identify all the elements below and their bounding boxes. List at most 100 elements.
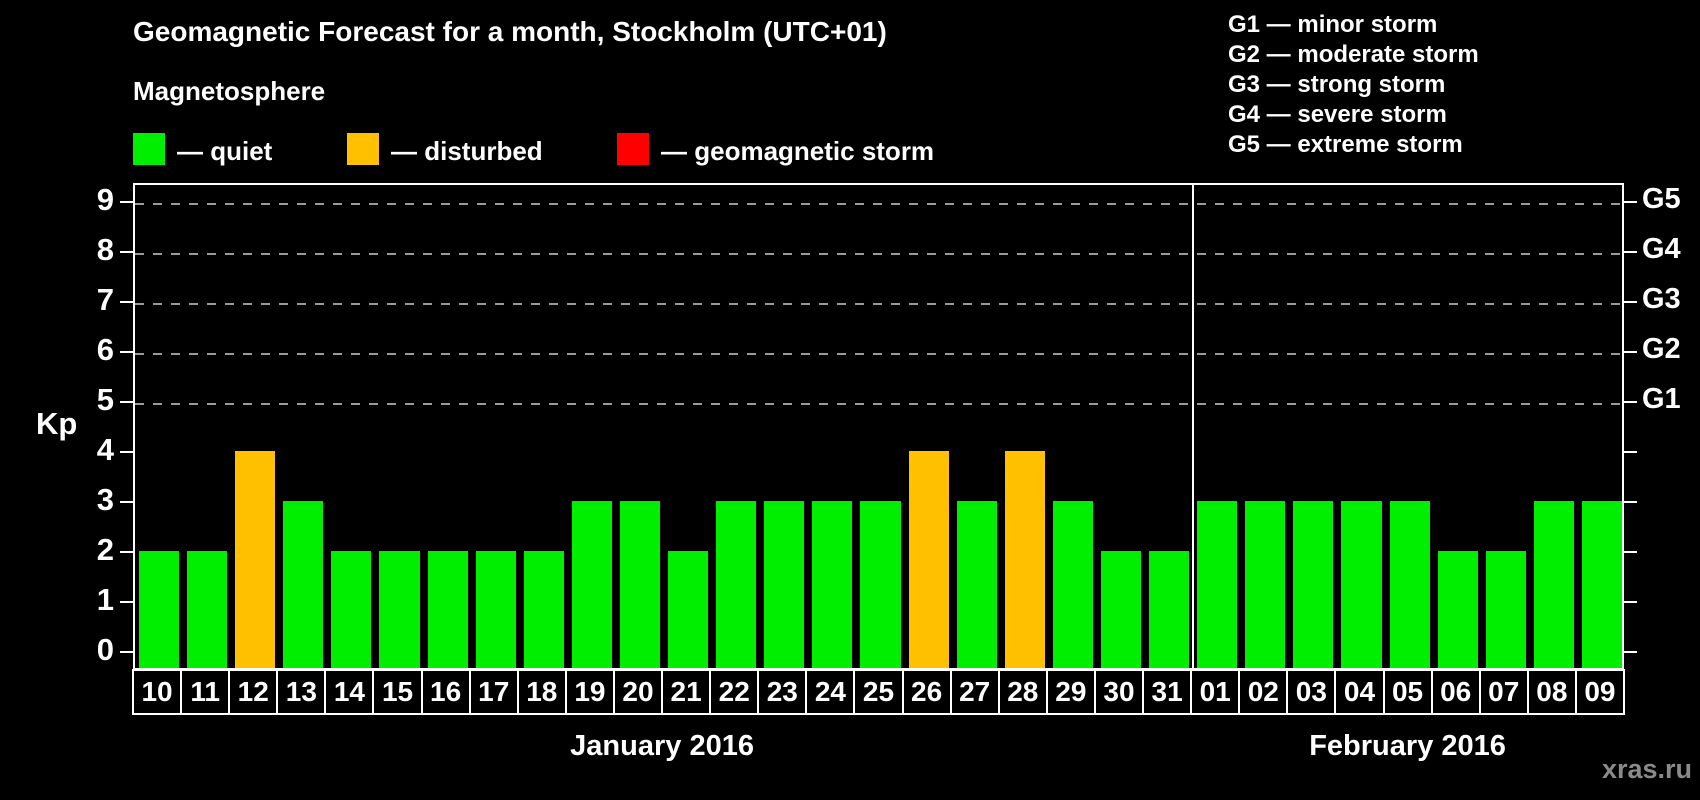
right-axis-tick-4: [1624, 451, 1637, 453]
kp-bar-jan-15: [379, 551, 420, 668]
y-axis-tick-7: [120, 301, 133, 303]
day-label-jan-31: 31: [1142, 669, 1193, 715]
kp-bar-jan-11: [187, 551, 228, 668]
g-legend-line-5: G5 — extreme storm: [1228, 131, 1463, 158]
kp-bar-jan-12: [235, 451, 276, 668]
kp-bar-jan-31: [1149, 551, 1190, 668]
plot-area: [133, 183, 1624, 670]
kp-bar-feb-03: [1293, 501, 1334, 668]
kp-bar-jan-22: [716, 501, 757, 668]
day-label-feb-09: 09: [1574, 669, 1625, 715]
g-legend-line-4: G4 — severe storm: [1228, 101, 1447, 128]
gridline-kp9: [135, 203, 1622, 205]
day-label-jan-29: 29: [1045, 669, 1096, 715]
right-axis-tick-6: [1624, 351, 1637, 353]
kp-bar-jan-10: [139, 551, 180, 668]
kp-bar-jan-25: [860, 501, 901, 668]
kp-bar-feb-09: [1581, 501, 1622, 668]
y-axis-tick-8: [120, 251, 133, 253]
day-label-feb-06: 06: [1430, 669, 1481, 715]
day-label-feb-07: 07: [1478, 669, 1529, 715]
kp-bar-feb-06: [1437, 551, 1478, 668]
disturbed-color-swatch: [347, 133, 379, 165]
magnetosphere-heading: Magnetosphere: [133, 76, 326, 106]
g-level-label-g1: G1: [1642, 383, 1681, 415]
kp-bar-feb-04: [1341, 501, 1382, 668]
day-label-jan-10: 10: [132, 669, 183, 715]
g-level-label-g5: G5: [1642, 183, 1681, 215]
kp-bar-jan-23: [764, 501, 805, 668]
kp-bar-feb-05: [1389, 501, 1430, 668]
right-axis-tick-8: [1624, 251, 1637, 253]
kp-bar-jan-18: [523, 551, 564, 668]
kp-bar-jan-29: [1052, 501, 1093, 668]
g-level-label-g2: G2: [1642, 333, 1681, 365]
day-label-jan-20: 20: [612, 669, 664, 715]
day-label-jan-19: 19: [564, 669, 615, 715]
y-axis-tick-3: [120, 501, 133, 503]
month-label-january: January 2016: [570, 730, 754, 762]
day-label-feb-05: 05: [1382, 669, 1433, 715]
kp-bar-jan-13: [283, 501, 324, 668]
g-legend-line-1: G1 — minor storm: [1228, 11, 1438, 38]
right-axis-tick-2: [1624, 551, 1637, 553]
y-axis-tick-6: [120, 351, 133, 353]
gridline-kp5: [135, 403, 1622, 405]
quiet-color-swatch: [133, 133, 165, 165]
day-label-jan-15: 15: [372, 669, 423, 715]
kp-bar-jan-19: [571, 501, 612, 668]
kp-bar-feb-08: [1533, 501, 1574, 668]
y-axis-tick-5: [120, 401, 133, 403]
kp-bar-feb-07: [1485, 551, 1526, 668]
kp-bar-jan-30: [1100, 551, 1142, 668]
watermark: xras.ru: [1601, 754, 1692, 784]
gridline-kp8: [135, 253, 1622, 255]
kp-bar-jan-16: [427, 551, 468, 668]
kp-bar-jan-17: [475, 551, 516, 668]
kp-bar-jan-26: [908, 451, 949, 668]
y-tick-label-6: 6: [96, 332, 114, 367]
quiet-legend-label: — quiet: [177, 136, 273, 166]
day-label-feb-04: 04: [1334, 669, 1385, 715]
day-label-jan-26: 26: [901, 669, 952, 715]
day-label-jan-11: 11: [180, 669, 231, 715]
kp-bar-jan-21: [668, 551, 709, 668]
y-axis-tick-0: [120, 651, 133, 653]
y-tick-label-4: 4: [96, 432, 114, 467]
storm-legend-label: — geomagnetic storm: [661, 136, 935, 166]
day-label-jan-28: 28: [997, 669, 1048, 715]
day-label-jan-12: 12: [228, 669, 279, 715]
right-axis-tick-9: [1624, 201, 1637, 203]
month-label-february: February 2016: [1309, 730, 1506, 762]
day-label-jan-13: 13: [276, 669, 327, 715]
right-axis-tick-3: [1624, 501, 1637, 503]
day-label-feb-03: 03: [1286, 669, 1337, 715]
y-axis-tick-1: [120, 601, 133, 603]
day-label-jan-18: 18: [516, 669, 567, 715]
right-axis-tick-0: [1624, 651, 1637, 653]
y-axis-label: Kp: [36, 406, 78, 441]
disturbed-legend-label: — disturbed: [391, 136, 543, 166]
y-tick-label-2: 2: [96, 532, 114, 567]
day-label-feb-02: 02: [1238, 669, 1289, 715]
right-axis-tick-5: [1624, 401, 1637, 403]
y-tick-label-9: 9: [96, 182, 114, 217]
y-axis-tick-4: [120, 451, 133, 453]
month-divider: [1192, 185, 1195, 668]
y-tick-label-0: 0: [96, 632, 114, 667]
chart-title: Geomagnetic Forecast for a month, Stockh…: [133, 16, 887, 47]
y-tick-label-5: 5: [96, 382, 114, 417]
day-label-jan-17: 17: [468, 669, 519, 715]
day-label-jan-25: 25: [853, 669, 904, 715]
g-legend-line-2: G2 — moderate storm: [1228, 41, 1479, 68]
day-label-jan-21: 21: [661, 669, 712, 715]
g-scale-legend: G1 — minor storm G2 — moderate storm G3 — …: [1228, 10, 1479, 160]
y-axis-tick-2: [120, 551, 133, 553]
gridline-kp7: [135, 303, 1622, 305]
y-tick-label-3: 3: [96, 482, 114, 517]
g-level-label-g3: G3: [1642, 283, 1681, 315]
g-level-label-g4: G4: [1642, 233, 1681, 265]
kp-bar-jan-14: [331, 551, 372, 668]
day-label-jan-22: 22: [709, 669, 760, 715]
